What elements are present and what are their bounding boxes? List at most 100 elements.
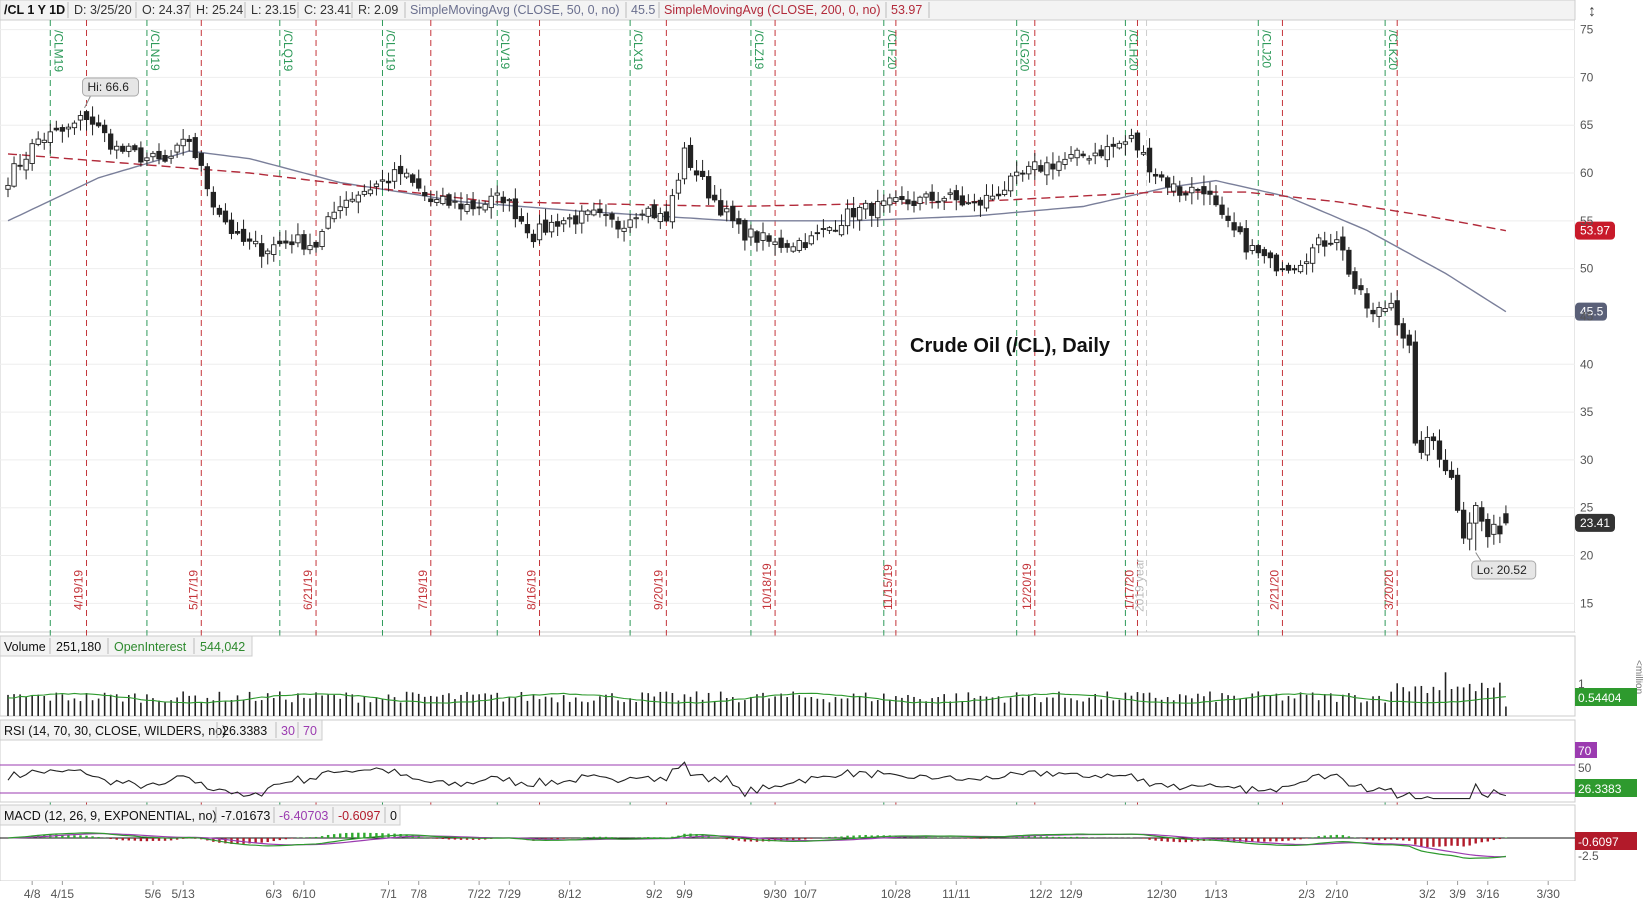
close-label: C: 23.41: [304, 3, 351, 17]
candle-body: [887, 197, 893, 206]
open-interest-label[interactable]: OpenInterest: [114, 640, 187, 654]
candle-body: [941, 197, 947, 202]
candle-body: [150, 152, 156, 158]
candle-body: [198, 153, 204, 166]
candle-body: [144, 157, 150, 162]
x-axis-tick: 3/2: [1419, 887, 1436, 901]
candle-body: [126, 145, 132, 152]
candle-body: [83, 111, 90, 121]
candle-body: [192, 137, 198, 159]
candle-body: [470, 200, 476, 210]
sma200-line: [7, 153, 1507, 232]
expiry-label: /CLM19: [51, 30, 65, 72]
macd-label[interactable]: MACD (12, 26, 9, EXPONENTIAL, no): [4, 809, 217, 823]
price-axis-tick: 75: [1580, 23, 1594, 37]
candle-body: [422, 191, 428, 197]
x-axis-tick: 4/15: [51, 887, 75, 901]
svg-text:70: 70: [1578, 744, 1592, 758]
rsi-upper-label: 70: [303, 724, 317, 738]
candle-body: [53, 127, 59, 131]
candle-body: [995, 193, 1002, 197]
candle-body: [277, 240, 283, 245]
low-label: L: 23.15: [251, 3, 296, 17]
candle-body: [1116, 142, 1123, 149]
candle-body: [881, 200, 887, 206]
rsi-lower-label: 30: [281, 724, 295, 738]
candle-body: [567, 217, 573, 220]
candle-body: [204, 166, 210, 190]
candle-body: [1140, 151, 1147, 155]
sma50-pill: 45.5: [1575, 302, 1607, 321]
candle-body: [17, 164, 23, 167]
high-label: H: 25.24: [196, 3, 243, 17]
expand-icon[interactable]: ↕: [1588, 3, 1596, 20]
price-axis: [1575, 20, 1643, 632]
candle-body: [923, 193, 929, 198]
chart-title: Crude Oil (/CL), Daily: [910, 335, 1111, 357]
candle-body: [1358, 285, 1364, 291]
candle-body: [337, 206, 343, 212]
candle-body: [1213, 195, 1219, 206]
sma200-study-label[interactable]: SimpleMovingAvg (CLOSE, 200, 0, no): [664, 3, 881, 17]
event-label: 11/15/19: [881, 564, 895, 610]
x-axis-tick: 6/10: [292, 887, 316, 901]
candle-body: [693, 170, 700, 176]
lo-callout-line: [1475, 552, 1483, 563]
candle-body: [1497, 525, 1503, 535]
x-axis-tick: 5/6: [145, 887, 162, 901]
candle-body: [983, 194, 990, 209]
volume-axis-unit: <million: [1633, 660, 1643, 694]
candle-body: [802, 242, 808, 249]
candle-body: [1158, 174, 1165, 178]
candle-body: [669, 195, 676, 223]
candle-body: [367, 189, 374, 195]
candle-body: [766, 235, 772, 242]
candle-body: [403, 172, 410, 178]
candle-body: [1026, 165, 1032, 175]
candle-body: [1273, 254, 1280, 272]
price-axis-tick: 60: [1580, 166, 1594, 180]
candle-body: [71, 122, 78, 129]
candle-body: [790, 246, 796, 252]
candle-body: [1098, 149, 1104, 157]
candle-body: [1418, 439, 1425, 453]
hi-callout-line: [84, 95, 91, 109]
candle-body: [1219, 204, 1225, 215]
candlesticks: [5, 106, 1509, 551]
candle-body: [1424, 436, 1431, 456]
candle-body: [651, 204, 657, 219]
candle-body: [844, 208, 851, 227]
rsi-label[interactable]: RSI (14, 70, 30, CLOSE, WILDERS, no): [4, 724, 226, 738]
candle-body: [627, 219, 633, 228]
symbol-label[interactable]: /CL 1 Y 1D: [4, 3, 65, 17]
candle-body: [65, 126, 72, 130]
candle-body: [1122, 141, 1129, 145]
event-label: 3/20/20: [1382, 570, 1396, 610]
expiry-label: /CLG20: [1018, 30, 1032, 72]
candle-body: [808, 235, 814, 245]
candle-body: [633, 217, 639, 220]
candle-body: [240, 228, 247, 242]
candle-body: [512, 198, 519, 220]
open-interest-line: [7, 692, 1506, 704]
candle-body: [893, 197, 899, 202]
candle-body: [772, 241, 778, 246]
candle-body: [1183, 192, 1189, 196]
x-axis: [0, 881, 1643, 904]
rsi-value: 26.3383: [222, 724, 267, 738]
candle-body: [929, 191, 935, 201]
x-axis-tick: 6/3: [265, 887, 282, 901]
volume-label[interactable]: Volume: [4, 640, 46, 654]
price-axis-tick: 30: [1580, 453, 1594, 467]
candle-body: [953, 190, 959, 201]
sma200-pill-text: 53.97: [1580, 224, 1610, 238]
svg-text:0.54404: 0.54404: [1578, 691, 1622, 705]
price-axis-tick: 20: [1580, 549, 1594, 563]
x-axis-tick: 4/8: [24, 887, 41, 901]
x-axis-tick: 1/13: [1204, 887, 1228, 901]
candle-body: [657, 213, 663, 223]
sma50-study-label[interactable]: SimpleMovingAvg (CLOSE, 50, 0, no): [410, 3, 620, 17]
candle-body: [59, 127, 66, 132]
candle-body: [1110, 143, 1116, 147]
